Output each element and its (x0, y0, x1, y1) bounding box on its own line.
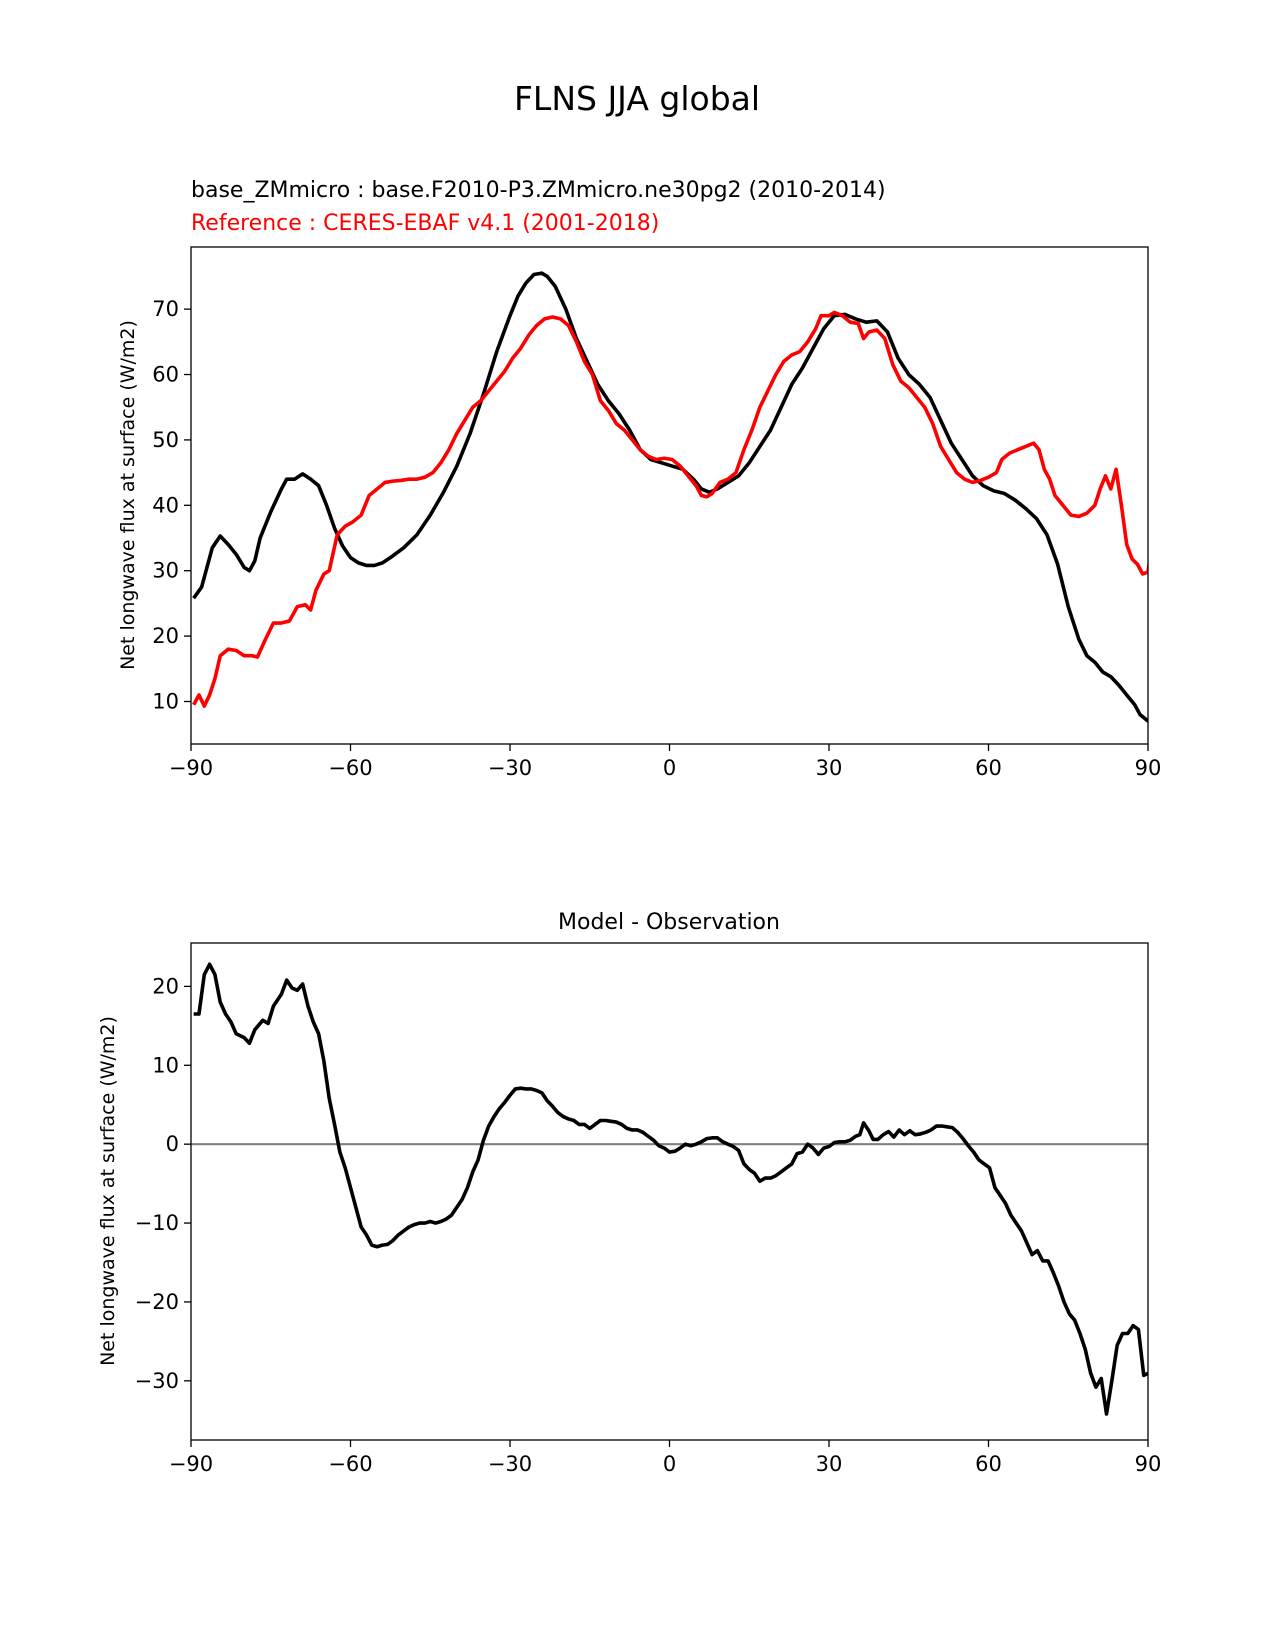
top-x-tick-label: 90 (1135, 756, 1162, 780)
bottom-x-tick-label: 90 (1135, 1452, 1162, 1476)
top-panel: base_ZMmicro : base.F2010-P3.ZMmicro.ne3… (117, 178, 1162, 780)
bottom-plot-area (191, 962, 1148, 1416)
top-x-tick-label: −30 (488, 756, 532, 780)
bottom-x-tick-label: 30 (816, 1452, 843, 1476)
bottom-x-tick-label: 60 (975, 1452, 1002, 1476)
bottom-axes-frame (190, 942, 1149, 1441)
bottom-x-tick-label: −60 (328, 1452, 372, 1476)
bottom-panel: Model - Observation Net longwave flux at… (97, 910, 1161, 1476)
top-plot-area (192, 271, 1148, 723)
top-y-tick-label: 50 (152, 428, 179, 452)
bottom-y-tick-label: 10 (152, 1053, 179, 1077)
bottom-y-ticks: −30 −20 −10 0 10 20 (135, 974, 191, 1393)
bottom-y-tick-label: 0 (166, 1132, 179, 1156)
top-series-0-line (192, 271, 1148, 723)
top-x-tick-label: −60 (328, 756, 372, 780)
top-y-tick-label: 40 (152, 493, 179, 517)
bottom-y-tick-label: −20 (135, 1290, 179, 1314)
bottom-x-tick-label: −30 (488, 1452, 532, 1476)
top-x-ticks: −90 −60 −30 0 30 60 90 (169, 744, 1162, 780)
top-title-line-1: base_ZMmicro : base.F2010-P3.ZMmicro.ne3… (191, 178, 886, 203)
bottom-y-tick-label: −10 (135, 1211, 179, 1235)
top-y-axis-label: Net longwave flux at surface (W/m2) (117, 320, 139, 670)
figure-suptitle: FLNS JJA global (514, 79, 760, 118)
top-y-tick-label: 70 (152, 297, 179, 321)
top-series-1-line (192, 310, 1148, 708)
top-x-tick-label: −90 (169, 756, 213, 780)
top-title-line-2: Reference : CERES-EBAF v4.1 (2001-2018) (191, 211, 659, 236)
top-y-ticks: 10 20 30 40 50 60 70 (152, 297, 191, 713)
top-y-tick-label: 30 (152, 559, 179, 583)
bottom-x-tick-label: −90 (169, 1452, 213, 1476)
bottom-y-axis-label: Net longwave flux at surface (W/m2) (97, 1016, 119, 1366)
top-y-tick-label: 20 (152, 624, 179, 648)
bottom-series-0-line (193, 962, 1148, 1416)
bottom-y-tick-label: 20 (152, 974, 179, 998)
bottom-y-tick-label: −30 (135, 1369, 179, 1393)
bottom-x-tick-label: 0 (663, 1452, 676, 1476)
bottom-title: Model - Observation (558, 910, 780, 935)
top-x-tick-label: 30 (816, 756, 843, 780)
top-x-tick-label: 60 (975, 756, 1002, 780)
top-y-tick-label: 10 (152, 689, 179, 713)
top-x-tick-label: 0 (663, 756, 676, 780)
bottom-x-ticks: −90 −60 −30 0 30 60 90 (169, 1440, 1162, 1476)
top-y-tick-label: 60 (152, 363, 179, 387)
